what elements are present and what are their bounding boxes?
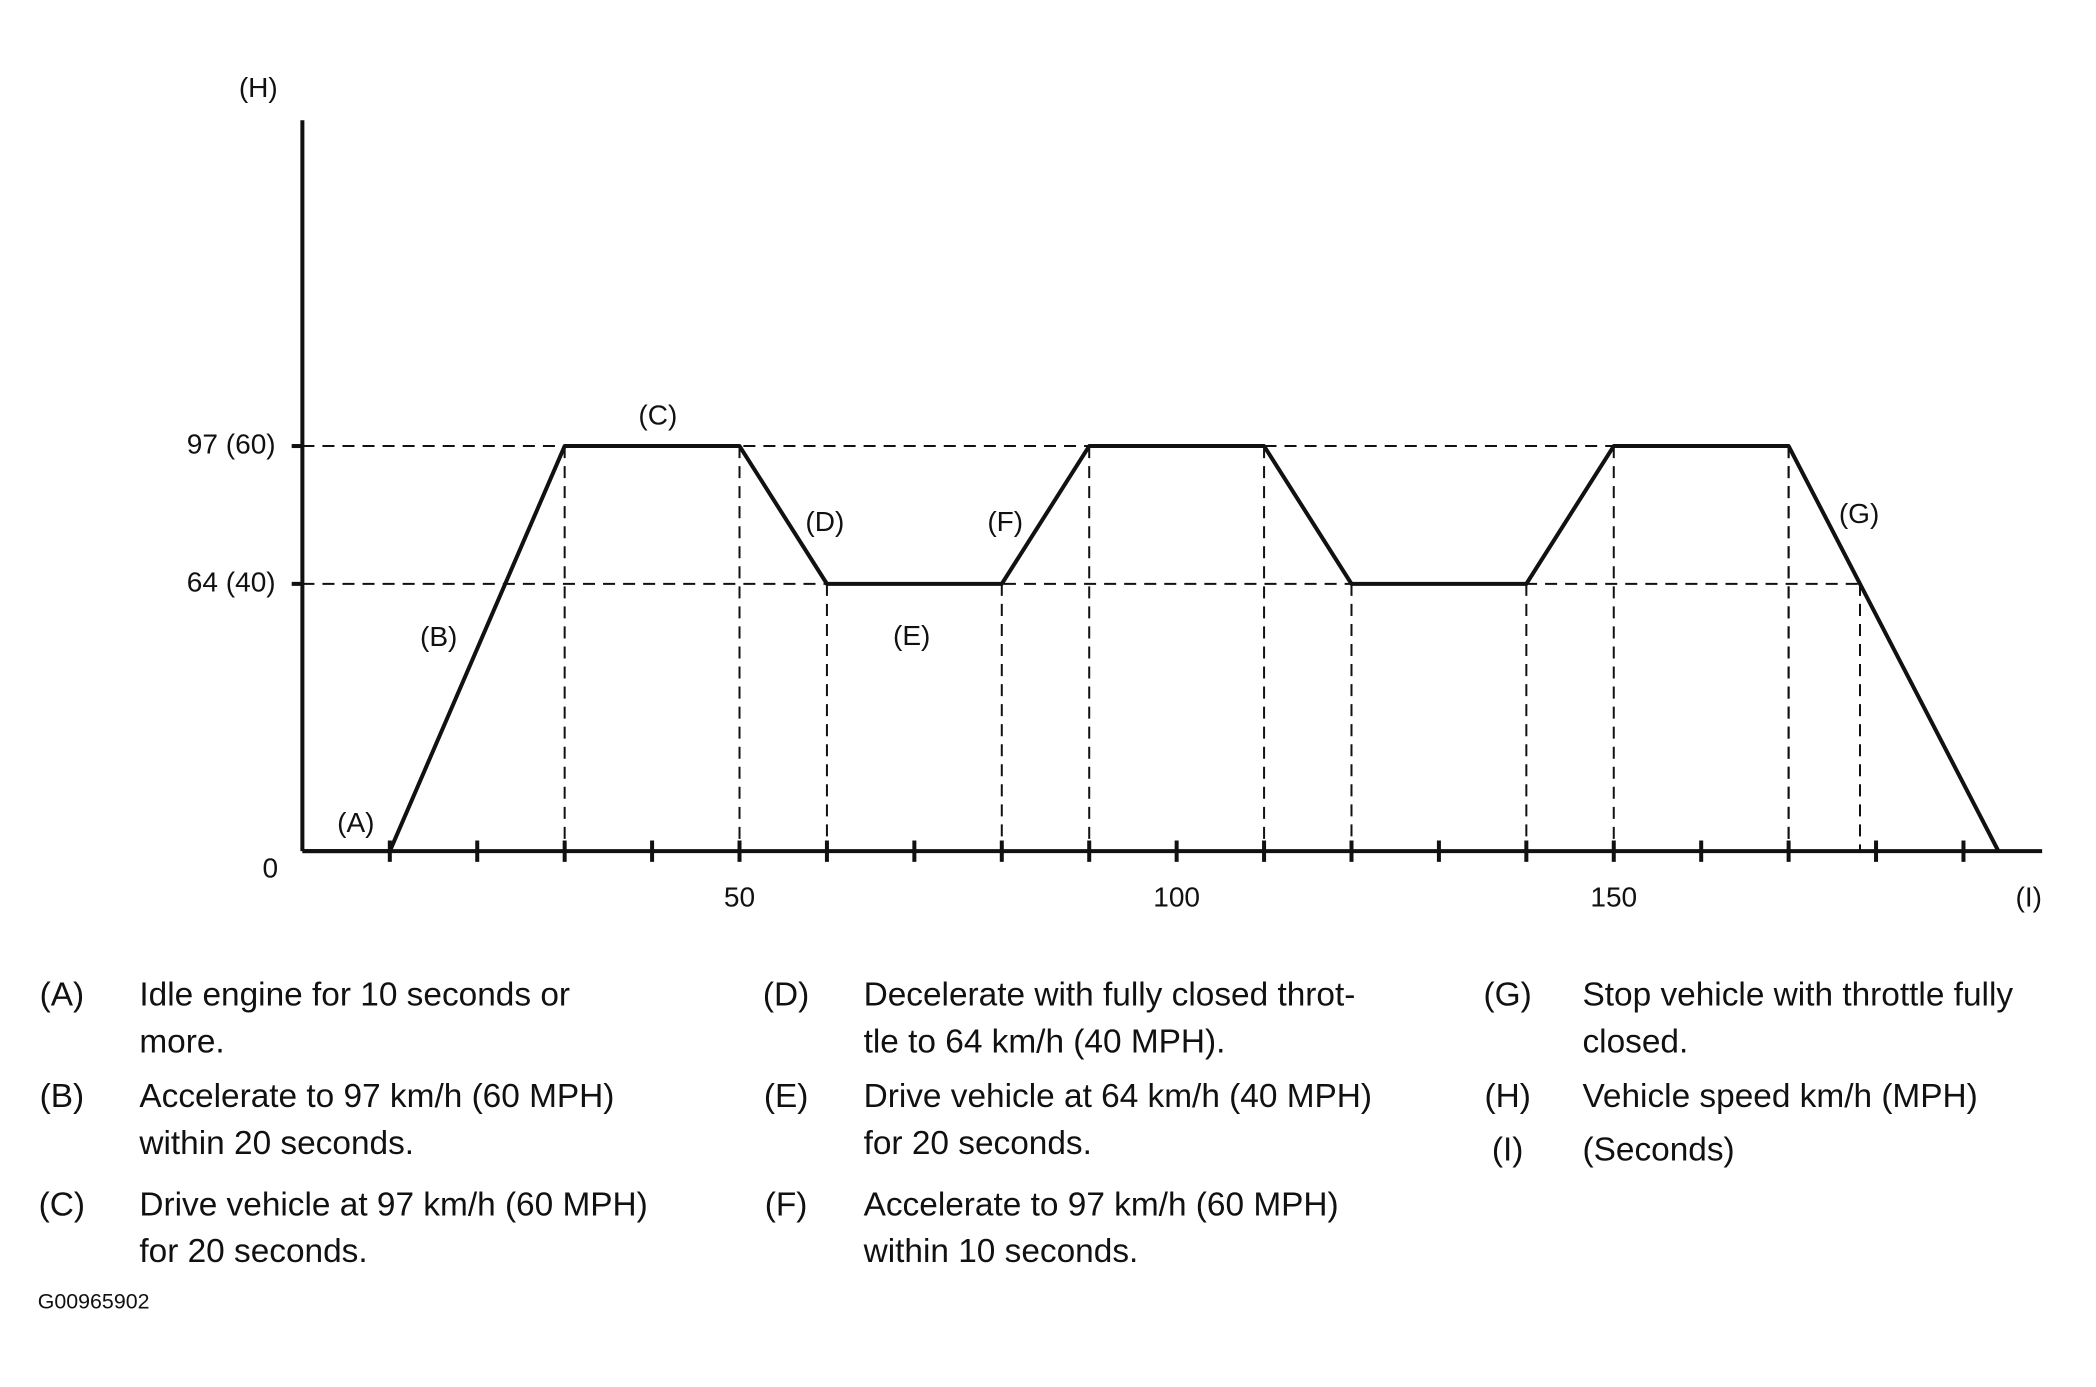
y-tick-label: 97 (60) — [187, 428, 276, 459]
note-text: tle to 64 km/h (40 MPH). — [864, 1023, 1226, 1060]
note-text: more. — [139, 1023, 224, 1060]
note-key: (H) — [1484, 1078, 1530, 1115]
x-tick-label: 50 — [724, 882, 755, 913]
x-axis-label: (I) — [2016, 882, 2042, 913]
annotation: (E) — [893, 620, 930, 651]
note-key: (C) — [39, 1186, 85, 1223]
note-key: (D) — [763, 977, 809, 1014]
figure-id: G00965902 — [38, 1289, 150, 1313]
note-text: Accelerate to 97 km/h (60 MPH) — [139, 1078, 614, 1115]
x-tick-label: 100 — [1153, 882, 1200, 913]
y-tick-label: 0 — [263, 852, 279, 883]
note-text: Accelerate to 97 km/h (60 MPH) — [864, 1186, 1339, 1223]
note-key: (B) — [40, 1078, 85, 1115]
annotation: (G) — [1839, 498, 1880, 529]
annotation: (B) — [420, 621, 457, 652]
note-key: (G) — [1484, 977, 1532, 1014]
annotation: (C) — [638, 399, 677, 430]
speed-line — [302, 444, 2001, 854]
note-text: for 20 seconds. — [139, 1233, 367, 1270]
note-text: Vehicle speed km/h (MPH) — [1582, 1078, 1977, 1115]
note-text: for 20 seconds. — [864, 1125, 1092, 1162]
note-text: Decelerate with fully closed throt- — [864, 977, 1356, 1014]
note-text: Stop vehicle with throttle fully — [1582, 977, 2013, 1014]
note-text: within 20 seconds. — [138, 1125, 414, 1162]
note-key: (I) — [1492, 1132, 1524, 1169]
note-text: (Seconds) — [1582, 1132, 1734, 1169]
note-text: closed. — [1582, 1023, 1688, 1060]
y-axis-label: (H) — [239, 72, 278, 103]
annotation: (A) — [337, 807, 374, 838]
x-tick-label: 150 — [1590, 882, 1637, 913]
note-text: within 10 seconds. — [863, 1233, 1139, 1270]
note-text: Drive vehicle at 97 km/h (60 MPH) — [139, 1186, 647, 1223]
annotation: (D) — [805, 506, 844, 537]
note-key: (E) — [764, 1078, 809, 1115]
annotation: (F) — [987, 506, 1023, 537]
note-key: (A) — [40, 977, 85, 1014]
y-tick-label: 64 (40) — [187, 566, 276, 597]
note-key: (F) — [765, 1186, 808, 1223]
note-text: Drive vehicle at 64 km/h (40 MPH) — [864, 1078, 1372, 1115]
note-text: Idle engine for 10 seconds or — [139, 977, 570, 1014]
